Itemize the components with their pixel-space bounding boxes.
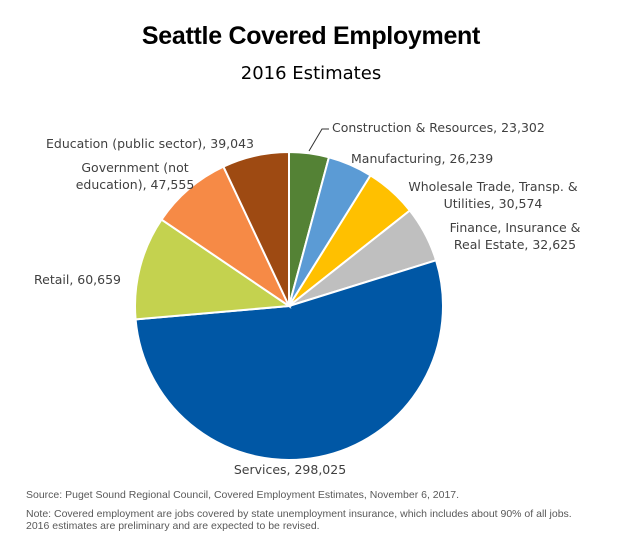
slice-label-government: Government (not education), 47,555 <box>75 160 195 192</box>
slice-label-services: Services, 298,025 <box>233 462 347 477</box>
pie-slice-7 <box>222 150 290 307</box>
slice-label-finance: Finance, Insurance & Real Estate, 32,625 <box>449 220 581 252</box>
pie-slice-5 <box>134 218 292 321</box>
source-note: Source: Puget Sound Regional Council, Co… <box>26 489 460 501</box>
slice-label-retail: Retail, 60,659 <box>34 272 122 287</box>
slice-label-construction: Construction & Resources, 23,302 <box>332 120 545 135</box>
pie-slice-4 <box>134 259 444 461</box>
chart-title: Seattle Covered Employment <box>141 22 481 50</box>
footnote-2: 2016 estimates are preliminary and are e… <box>26 520 320 532</box>
leader-line <box>308 128 329 152</box>
chart-subtitle: 2016 Estimates <box>240 63 382 84</box>
slice-label-education: Education (public sector), 39,043 <box>46 136 254 151</box>
slice-label-wholesale: Wholesale Trade, Transp. & Utilities, 30… <box>408 179 578 211</box>
footnote: Note: Covered employment are jobs covere… <box>26 508 572 520</box>
slice-label-manufacturing: Manufacturing, 26,239 <box>351 151 494 166</box>
